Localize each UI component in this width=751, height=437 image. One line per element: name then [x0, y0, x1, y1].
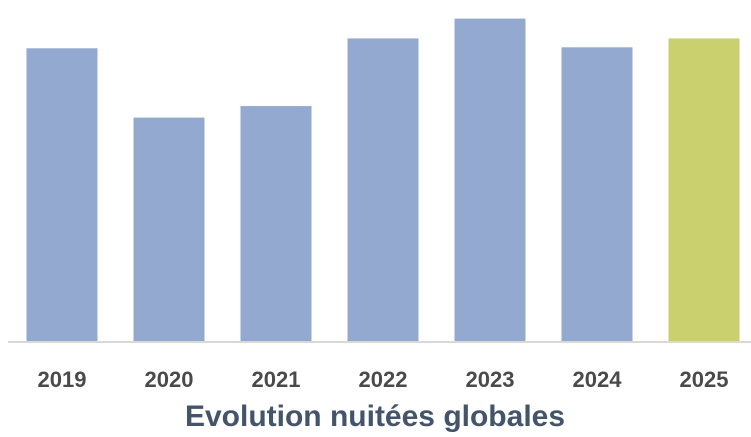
bar-group	[26, 18, 740, 343]
bar-2024	[561, 47, 633, 343]
x-tick-label-2025: 2025	[680, 367, 729, 392]
x-tick-label-2021: 2021	[252, 367, 301, 392]
bar-2025	[668, 38, 740, 343]
bar-2022	[347, 38, 419, 343]
bar-2020	[133, 117, 205, 342]
bar-2019	[26, 48, 98, 343]
x-tick-label-2024: 2024	[573, 367, 623, 392]
x-tick-label-2023: 2023	[466, 367, 515, 392]
x-tick-label-2019: 2019	[38, 367, 87, 392]
x-tick-label-2022: 2022	[359, 367, 408, 392]
chart-title: Evolution nuitées globales	[185, 400, 565, 433]
x-tick-labels: 2019 2020 2021 2022 2023 2024 2025	[38, 367, 729, 392]
bar-2021	[240, 106, 312, 342]
x-tick-label-2020: 2020	[145, 367, 194, 392]
bar-2023	[454, 18, 526, 342]
